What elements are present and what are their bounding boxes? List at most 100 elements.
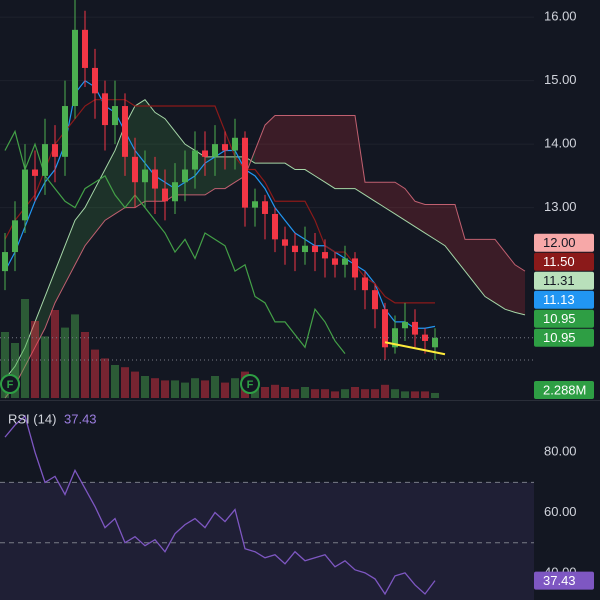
cloud-fill xyxy=(475,239,485,297)
price-tag-label: 11.50 xyxy=(543,254,575,269)
indicator-line xyxy=(4,99,435,304)
cloud-fill xyxy=(345,115,355,189)
cloud-fill xyxy=(215,156,225,189)
candle-body xyxy=(82,29,88,68)
volume-bar xyxy=(311,389,319,398)
cloud-fill xyxy=(75,207,85,265)
cloud-fill xyxy=(335,115,345,189)
candle-body xyxy=(212,144,218,157)
candle-body xyxy=(162,188,168,202)
cloud-fill xyxy=(485,239,495,303)
price-tag xyxy=(534,233,594,252)
candle-body xyxy=(32,169,38,176)
candle-body xyxy=(42,144,48,176)
candle-body xyxy=(242,137,248,208)
volume-bar xyxy=(141,376,149,398)
volume-bar xyxy=(331,391,339,398)
candle-body xyxy=(272,213,278,240)
volume-bar xyxy=(361,389,369,398)
candle-body xyxy=(382,309,388,348)
cloud-fill xyxy=(455,204,465,272)
volume-bar xyxy=(271,384,279,398)
candle-body xyxy=(322,252,328,259)
rsi-tick-label: 80.00 xyxy=(544,444,577,459)
candle-body xyxy=(72,29,78,107)
cloud-fill xyxy=(385,182,395,214)
candle-body xyxy=(342,258,348,265)
rsi-last-value: 37.43 xyxy=(64,411,97,426)
volume-bar xyxy=(1,332,9,398)
cloud-fill xyxy=(445,204,455,259)
volume-bar xyxy=(301,387,309,398)
cloud-fill xyxy=(35,296,45,348)
volume-bar xyxy=(201,380,209,398)
candle-body xyxy=(302,245,308,253)
volume-bar xyxy=(131,371,139,398)
cloud-fill xyxy=(25,321,35,367)
cloud-fill xyxy=(225,156,235,189)
cloud-fill xyxy=(255,125,265,164)
candle-body xyxy=(142,169,148,183)
candle-body xyxy=(202,150,208,157)
candle-body xyxy=(152,169,158,189)
indicator-line xyxy=(4,129,346,355)
rsi-pane xyxy=(0,414,534,600)
volume-bar xyxy=(261,387,269,398)
cloud-fill xyxy=(375,182,385,208)
volume-bar xyxy=(281,387,289,398)
volume-bar xyxy=(101,358,109,398)
cloud-fill xyxy=(515,264,525,315)
volume-bar xyxy=(411,391,419,398)
volume-bar xyxy=(41,336,49,398)
cloud-fill xyxy=(315,115,325,183)
candle-body xyxy=(412,321,418,335)
volume-bar xyxy=(231,378,239,398)
rsi-title: RSI (14) xyxy=(8,411,56,426)
volume-bar xyxy=(171,380,179,398)
candle-body xyxy=(172,182,178,202)
y-tick-label: 13.00 xyxy=(544,199,577,214)
candle-body xyxy=(312,245,318,253)
candle-body xyxy=(132,156,138,183)
event-label: F xyxy=(7,379,14,391)
rsi-band xyxy=(0,482,534,600)
cloud-fill xyxy=(285,115,295,170)
volume-tag-label: 2.288M xyxy=(543,382,586,397)
volume-bar xyxy=(391,389,399,398)
volume-bar xyxy=(81,332,89,398)
volume-bar xyxy=(71,314,79,398)
volume-bar xyxy=(221,382,229,398)
cloud-fill xyxy=(305,115,315,176)
cloud-fill xyxy=(15,347,25,386)
candle-body xyxy=(432,337,438,348)
cloud-fill xyxy=(295,115,305,170)
candle-body xyxy=(402,321,408,329)
candle-body xyxy=(182,169,188,183)
trend-line xyxy=(384,341,446,356)
price-tag-label: 12.00 xyxy=(543,235,576,250)
volume-bar xyxy=(11,343,19,398)
price-tag-label: 10.95 xyxy=(543,330,576,345)
volume-bar xyxy=(31,321,39,398)
cloud-fill xyxy=(325,115,335,189)
candle-body xyxy=(112,106,118,126)
candle-body xyxy=(372,290,378,310)
volume-tag xyxy=(534,381,594,399)
price-tag xyxy=(534,271,594,290)
cloud-fill xyxy=(425,204,435,240)
volume-bar xyxy=(341,389,349,398)
price-tag xyxy=(534,252,594,271)
volume-bar xyxy=(161,380,169,398)
candle-body xyxy=(392,328,398,348)
rsi-tag xyxy=(534,571,594,590)
candle-body xyxy=(52,144,58,157)
candle-body xyxy=(232,137,238,151)
volume-bar xyxy=(191,378,199,398)
volume-bar xyxy=(111,365,119,398)
volume-bar xyxy=(91,349,99,398)
price-tag-label: 11.13 xyxy=(543,292,575,307)
candle-body xyxy=(352,258,358,278)
event-marker xyxy=(0,374,20,394)
